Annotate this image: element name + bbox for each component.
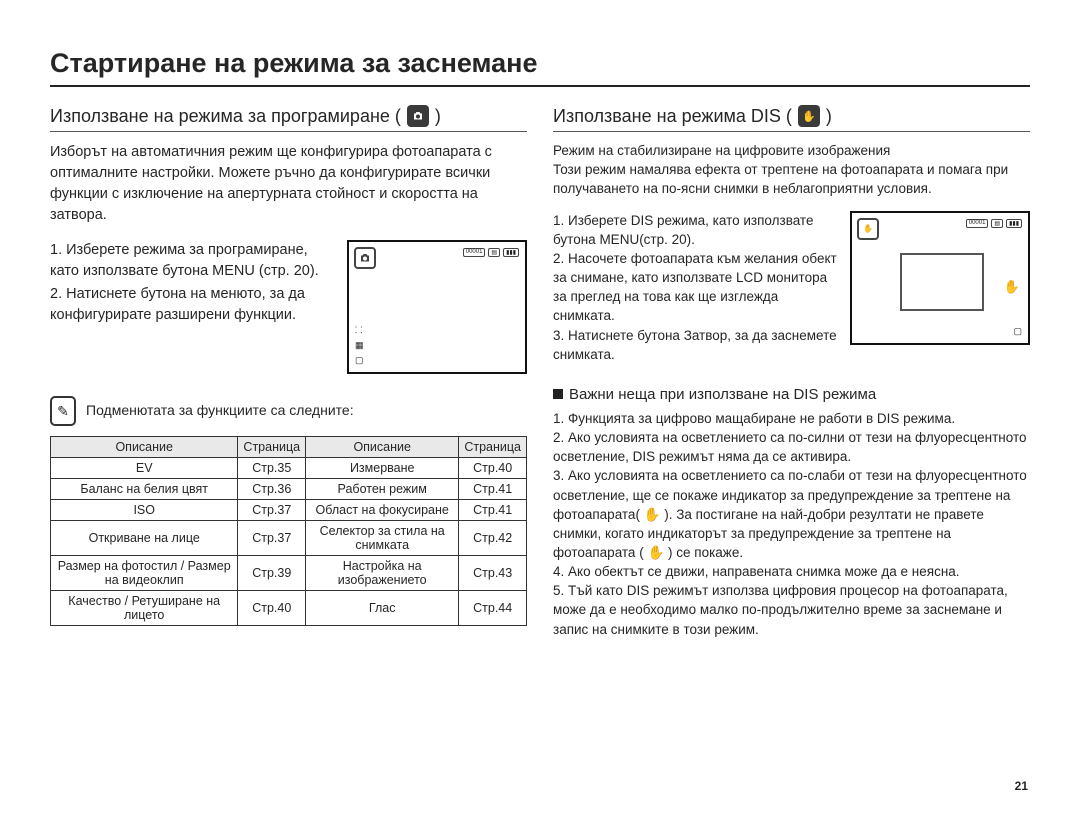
table-cell: Настройка на изображението [306, 556, 459, 591]
table-cell: Откриване на лице [51, 521, 238, 556]
table-cell: Стр.44 [459, 591, 527, 626]
table-row: Размер на фотостил / Размер на видеоклип… [51, 556, 527, 591]
table-cell: Глас [306, 591, 459, 626]
program-steps: 1. Изберете режима за програмиране, като… [50, 240, 335, 374]
th-desc1: Описание [51, 437, 238, 458]
camera-icon [407, 105, 429, 127]
table-cell: Стр.36 [238, 479, 306, 500]
pencil-icon: ✎ [50, 396, 76, 426]
table-row: ISOСтр.37Област на фокусиранеСтр.41 [51, 500, 527, 521]
lcd-mode-icon [354, 247, 376, 269]
th-page2: Страница [459, 437, 527, 458]
table-row: EVСтр.35ИзмерванеСтр.40 [51, 458, 527, 479]
table-cell: Стр.41 [459, 479, 527, 500]
lcd-card-icon: ▤ [488, 248, 500, 257]
table-cell: ISO [51, 500, 238, 521]
lcd-dis-top-right: 00001 ▤ ▮▮▮ [966, 219, 1022, 228]
program-steps-row: 1. Изберете режима за програмиране, като… [50, 240, 527, 374]
dis-heading-close: ) [826, 106, 832, 127]
table-cell: Стр.43 [459, 556, 527, 591]
lcd-res-icon: ⸬ [355, 323, 364, 336]
table-cell: Качество / Ретуширане на лицето [51, 591, 238, 626]
lcd-dis-counter: 00001 [966, 219, 989, 228]
dis-step-2: 2. Насочете фотоапарата към желания обек… [553, 249, 838, 326]
note-row: ✎ Подменютата за функциите са следните: [50, 396, 527, 426]
right-column: Използване на режима DIS ( ✋ ) Режим на … [553, 105, 1030, 639]
dis-steps: 1. Изберете DIS режима, като използвате … [553, 211, 838, 364]
left-column: Използване на режима за програмиране ( )… [50, 105, 527, 639]
table-cell: Стр.40 [459, 458, 527, 479]
dis-note-4: 4. Ако обектът се движи, направената сни… [553, 562, 1030, 581]
lcd-preview-dis: ✋ 00001 ▤ ▮▮▮ ✋ ▢ [850, 211, 1030, 345]
lcd-left-icons: ⸬ ▦ ▢ [355, 323, 364, 366]
table-row: Баланс на белия цвятСтр.36Работен режимС… [51, 479, 527, 500]
lcd-dis-hand-icon: ✋ [1004, 279, 1020, 295]
th-page1: Страница [238, 437, 306, 458]
table-cell: Размер на фотостил / Размер на видеоклип [51, 556, 238, 591]
hand-icon: ✋ [798, 105, 820, 127]
table-row: Откриване на лицеСтр.37Селектор за стила… [51, 521, 527, 556]
lcd-dis-card-icon: ▤ [991, 219, 1003, 228]
dis-intro: Режим на стабилизиране на цифровите изоб… [553, 142, 1030, 199]
lcd-af-icon: ▢ [355, 355, 364, 366]
table-cell: Стр.41 [459, 500, 527, 521]
dis-note-5: 5. Тъй като DIS режимът използва цифрови… [553, 581, 1030, 638]
table-cell: Баланс на белия цвят [51, 479, 238, 500]
page-title: Стартиране на режима за заснемане [50, 48, 1030, 87]
submenu-table: Описание Страница Описание Страница EVСт… [50, 436, 527, 626]
heading-text: Използване на режима за програмиране ( [50, 106, 401, 127]
table-cell: Стр.35 [238, 458, 306, 479]
dis-mode-heading: Използване на режима DIS ( ✋ ) [553, 105, 1030, 132]
table-cell: Стр.40 [238, 591, 306, 626]
dis-step-3: 3. Натиснете бутона Затвор, за да заснем… [553, 326, 838, 364]
dis-steps-row: 1. Изберете DIS режима, като използвате … [553, 211, 1030, 364]
dis-notes-heading-text: Важни неща при използване на DIS режима [569, 386, 876, 403]
lcd-qual-icon: ▦ [355, 340, 364, 351]
table-cell: Измерване [306, 458, 459, 479]
program-intro: Изборът на автоматичния режим ще конфигу… [50, 142, 527, 226]
th-desc2: Описание [306, 437, 459, 458]
dis-intro1: Режим на стабилизиране на цифровите изоб… [553, 142, 1030, 161]
dis-note-1: 1. Функцията за цифрово мащабиране не ра… [553, 409, 1030, 428]
table-cell: Стр.37 [238, 500, 306, 521]
lcd-dis-mode-icon: ✋ [857, 218, 879, 240]
table-cell: Стр.42 [459, 521, 527, 556]
step-1: 1. Изберете режима за програмиране, като… [50, 240, 335, 282]
dis-notes-heading: Важни неща при използване на DIS режима [553, 386, 1030, 403]
step-2: 2. Натиснете бутона на менюто, за да кон… [50, 284, 335, 326]
dis-notes: 1. Функцията за цифрово мащабиране не ра… [553, 409, 1030, 639]
lcd-preview-program: 00001 ▤ ▮▮▮ ⸬ ▦ ▢ [347, 240, 527, 374]
lcd-battery-icon: ▮▮▮ [503, 248, 519, 257]
dis-heading-text: Използване на режима DIS ( [553, 106, 792, 127]
page-number: 21 [1015, 779, 1028, 793]
lcd-counter: 00001 [463, 248, 486, 257]
table-cell: Стр.39 [238, 556, 306, 591]
heading-close: ) [435, 106, 441, 127]
submenu-tbody: EVСтр.35ИзмерванеСтр.40Баланс на белия ц… [51, 458, 527, 626]
table-cell: Стр.37 [238, 521, 306, 556]
lcd-top-right: 00001 ▤ ▮▮▮ [463, 248, 519, 257]
lcd-dis-battery-icon: ▮▮▮ [1006, 219, 1022, 228]
table-cell: Област на фокусиране [306, 500, 459, 521]
dis-note-3: 3. Ако условията на осветлението са по-с… [553, 466, 1030, 562]
table-row: Качество / Ретуширане на лицетоСтр.40Гла… [51, 591, 527, 626]
lcd-dis-af-icon: ▢ [1013, 326, 1022, 337]
lcd-dis-frame [900, 253, 984, 311]
dis-intro2: Този режим намалява ефекта от трептене н… [553, 161, 1030, 199]
dis-step-1: 1. Изберете DIS режима, като използвате … [553, 211, 838, 249]
table-cell: Селектор за стила на снимката [306, 521, 459, 556]
note-text: Подменютата за функциите са следните: [86, 396, 354, 418]
dis-note-2: 2. Ако условията на осветлението са по-с… [553, 428, 1030, 466]
program-mode-heading: Използване на режима за програмиране ( ) [50, 105, 527, 132]
table-cell: Работен режим [306, 479, 459, 500]
table-cell: EV [51, 458, 238, 479]
two-columns: Използване на режима за програмиране ( )… [50, 105, 1030, 639]
